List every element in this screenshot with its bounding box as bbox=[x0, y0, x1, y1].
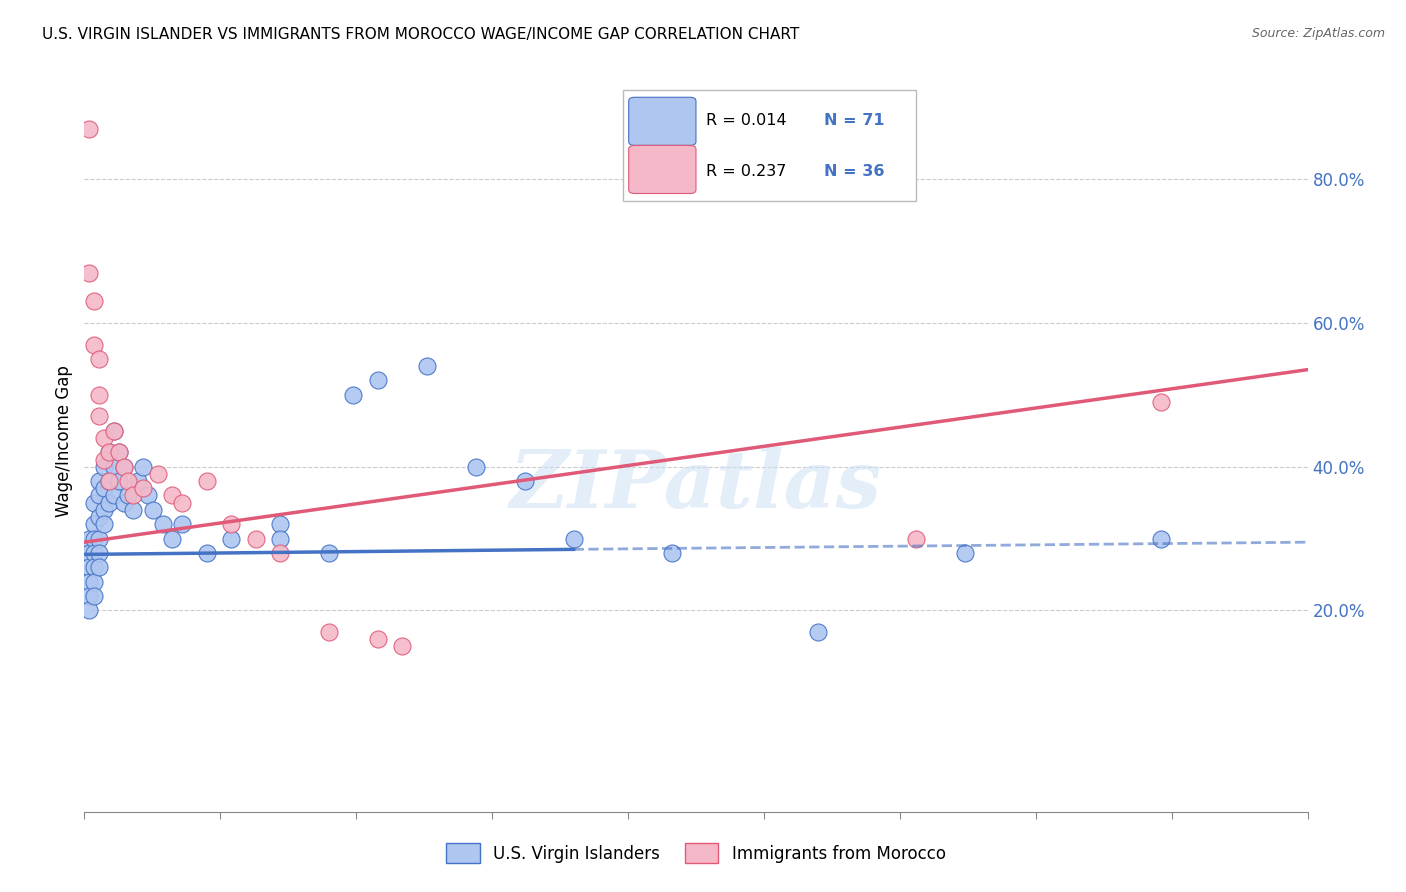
Point bbox=[87, 388, 110, 402]
Point bbox=[103, 424, 125, 438]
Point bbox=[152, 517, 174, 532]
Point bbox=[122, 488, 145, 502]
Point bbox=[367, 374, 389, 388]
Point bbox=[93, 452, 115, 467]
Point bbox=[87, 510, 110, 524]
Point bbox=[93, 517, 115, 532]
FancyBboxPatch shape bbox=[628, 145, 696, 194]
Point bbox=[97, 474, 120, 488]
Point bbox=[103, 488, 125, 502]
Point bbox=[464, 459, 486, 474]
Point bbox=[162, 532, 184, 546]
Point bbox=[905, 532, 928, 546]
Point bbox=[112, 459, 135, 474]
Point bbox=[87, 409, 110, 424]
Point bbox=[146, 467, 169, 481]
Point bbox=[195, 474, 218, 488]
Point bbox=[93, 431, 115, 445]
Point bbox=[142, 503, 165, 517]
Point bbox=[97, 445, 120, 459]
Point bbox=[245, 532, 267, 546]
Point bbox=[172, 517, 194, 532]
Point bbox=[416, 359, 439, 373]
Point bbox=[87, 351, 110, 366]
Point bbox=[83, 574, 105, 589]
Point bbox=[83, 495, 105, 509]
Point bbox=[83, 337, 105, 351]
Point bbox=[107, 445, 129, 459]
Text: R = 0.014: R = 0.014 bbox=[706, 113, 786, 128]
Point bbox=[117, 488, 139, 502]
Point bbox=[219, 517, 242, 532]
Point bbox=[97, 495, 120, 509]
Point bbox=[87, 560, 110, 574]
Point bbox=[77, 589, 100, 603]
Point bbox=[77, 560, 100, 574]
Point bbox=[342, 388, 364, 402]
Point bbox=[87, 474, 110, 488]
Point bbox=[93, 481, 115, 495]
Point bbox=[269, 517, 291, 532]
Point bbox=[93, 503, 115, 517]
Point bbox=[195, 546, 218, 560]
Point bbox=[953, 546, 976, 560]
Point bbox=[132, 459, 155, 474]
Point bbox=[97, 474, 120, 488]
Text: N = 36: N = 36 bbox=[824, 164, 884, 178]
Y-axis label: Wage/Income Gap: Wage/Income Gap bbox=[55, 366, 73, 517]
Point bbox=[112, 495, 135, 509]
Point bbox=[807, 625, 830, 640]
Text: R = 0.237: R = 0.237 bbox=[706, 164, 786, 178]
Text: ZIPatlas: ZIPatlas bbox=[510, 447, 882, 524]
Point bbox=[112, 459, 135, 474]
Point bbox=[1150, 532, 1173, 546]
Point bbox=[77, 532, 100, 546]
FancyBboxPatch shape bbox=[623, 90, 917, 201]
Point bbox=[513, 474, 536, 488]
Point bbox=[97, 445, 120, 459]
Point bbox=[269, 532, 291, 546]
Text: N = 71: N = 71 bbox=[824, 113, 884, 128]
Legend: U.S. Virgin Islanders, Immigrants from Morocco: U.S. Virgin Islanders, Immigrants from M… bbox=[440, 837, 952, 870]
Point bbox=[127, 474, 149, 488]
FancyBboxPatch shape bbox=[628, 97, 696, 145]
Point bbox=[367, 632, 389, 647]
Point bbox=[87, 532, 110, 546]
Point bbox=[83, 589, 105, 603]
Point bbox=[77, 266, 100, 280]
Point bbox=[318, 546, 340, 560]
Point bbox=[107, 445, 129, 459]
Point bbox=[83, 546, 105, 560]
Text: U.S. VIRGIN ISLANDER VS IMMIGRANTS FROM MOROCCO WAGE/INCOME GAP CORRELATION CHAR: U.S. VIRGIN ISLANDER VS IMMIGRANTS FROM … bbox=[42, 27, 800, 42]
Point bbox=[93, 459, 115, 474]
Point bbox=[83, 560, 105, 574]
Point bbox=[269, 546, 291, 560]
Point bbox=[172, 495, 194, 509]
Point bbox=[122, 503, 145, 517]
Point bbox=[77, 603, 100, 617]
Point bbox=[83, 532, 105, 546]
Point bbox=[87, 546, 110, 560]
Point bbox=[103, 459, 125, 474]
Point bbox=[77, 546, 100, 560]
Point bbox=[391, 640, 413, 654]
Point bbox=[219, 532, 242, 546]
Point bbox=[136, 488, 159, 502]
Point bbox=[83, 294, 105, 309]
Point bbox=[77, 121, 100, 136]
Point bbox=[103, 424, 125, 438]
Point bbox=[132, 481, 155, 495]
Point bbox=[318, 625, 340, 640]
Point bbox=[1150, 395, 1173, 409]
Point bbox=[77, 574, 100, 589]
Point bbox=[107, 474, 129, 488]
Point bbox=[562, 532, 585, 546]
Point bbox=[83, 517, 105, 532]
Point bbox=[87, 488, 110, 502]
Point bbox=[117, 474, 139, 488]
Point bbox=[162, 488, 184, 502]
Point bbox=[661, 546, 683, 560]
Text: Source: ZipAtlas.com: Source: ZipAtlas.com bbox=[1251, 27, 1385, 40]
